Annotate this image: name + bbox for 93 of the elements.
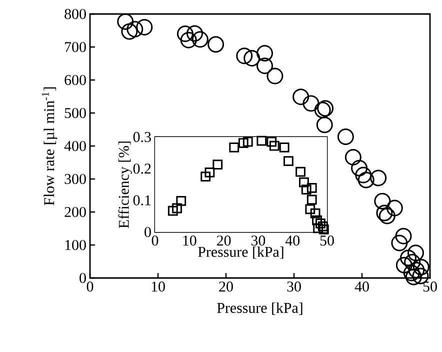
point (229, 142, 240, 152)
point (404, 254, 421, 270)
point (316, 218, 326, 228)
point (244, 50, 260, 66)
y-tick-label: 300 (64, 174, 86, 184)
x-tick-label: 0 (86, 282, 94, 292)
point (126, 20, 144, 38)
point (256, 136, 267, 146)
y-tick-label: 700 (65, 42, 86, 52)
y-tick-label: 600 (64, 74, 86, 86)
point (391, 234, 408, 252)
point (204, 168, 215, 178)
x-tick-label: 50 (320, 236, 334, 246)
point (312, 215, 322, 226)
point (296, 166, 306, 177)
point (395, 228, 412, 244)
x-tick-label: 40 (354, 282, 369, 292)
point (318, 221, 328, 232)
point (306, 194, 317, 205)
point (310, 208, 320, 218)
point (314, 102, 331, 118)
point (180, 32, 197, 48)
point (355, 166, 372, 184)
point (386, 200, 403, 216)
point (305, 204, 316, 214)
point (396, 256, 412, 274)
y-axis-title: Flow rate [µl min$^{-1}$] (42, 87, 58, 206)
point (301, 184, 312, 195)
point (370, 170, 387, 186)
x-tick-label: 10 (183, 236, 196, 246)
x-axis-title: Pressure [kPa] (198, 246, 284, 259)
point (256, 58, 274, 74)
x-axis-title: Pressure [kPa] (217, 302, 302, 315)
point (316, 116, 333, 134)
point (299, 177, 309, 188)
point (186, 25, 203, 42)
y-tick-label: 500 (64, 108, 86, 118)
point (172, 203, 182, 214)
point (192, 31, 208, 48)
point (313, 223, 324, 234)
point (302, 95, 320, 112)
point (292, 88, 310, 106)
y-tick-label: 0.3 (133, 132, 151, 142)
point (351, 160, 368, 176)
y-tick-label: 100 (65, 240, 86, 250)
point (121, 23, 138, 40)
y-tick-label: 0.1 (133, 195, 151, 206)
y-axis-title: Efficiency [%] (118, 142, 132, 228)
point (374, 192, 391, 210)
point (256, 45, 274, 62)
point (242, 136, 253, 147)
point (200, 172, 211, 182)
point (405, 268, 422, 286)
point (408, 262, 425, 278)
y-tick-label: 200 (64, 206, 86, 218)
y-tick-label: 0 (80, 272, 86, 284)
point (236, 48, 253, 64)
point (407, 244, 424, 262)
point (168, 206, 178, 216)
point (117, 13, 134, 30)
point (317, 100, 334, 117)
point (266, 68, 284, 84)
point (344, 148, 362, 166)
point (266, 136, 277, 147)
point (176, 26, 194, 42)
point (306, 183, 317, 193)
point (358, 172, 374, 188)
point (269, 140, 280, 151)
x-tick-label: 30 (251, 236, 266, 246)
point (403, 264, 420, 282)
point (238, 138, 248, 148)
point (318, 224, 329, 234)
x-tick-label: 10 (152, 282, 165, 292)
y-tick-label: 0.2 (133, 164, 151, 174)
y-tick-label: 400 (64, 140, 86, 152)
x-tick-label: 20 (216, 236, 231, 246)
point (412, 258, 430, 276)
x-tick-label: 0 (152, 236, 158, 246)
point (337, 128, 354, 146)
point (400, 250, 416, 266)
point (279, 142, 290, 152)
x-tick-label: 20 (219, 282, 233, 292)
point (176, 196, 186, 206)
point (378, 208, 396, 224)
point (376, 204, 393, 222)
x-tick-label: 30 (287, 282, 301, 292)
y-tick-label: 800 (64, 8, 86, 20)
y-tick-label: 0 (144, 226, 151, 238)
x-tick-label: 40 (285, 236, 300, 246)
point (212, 160, 223, 170)
point (136, 18, 153, 36)
point (208, 36, 224, 53)
point (284, 156, 294, 166)
